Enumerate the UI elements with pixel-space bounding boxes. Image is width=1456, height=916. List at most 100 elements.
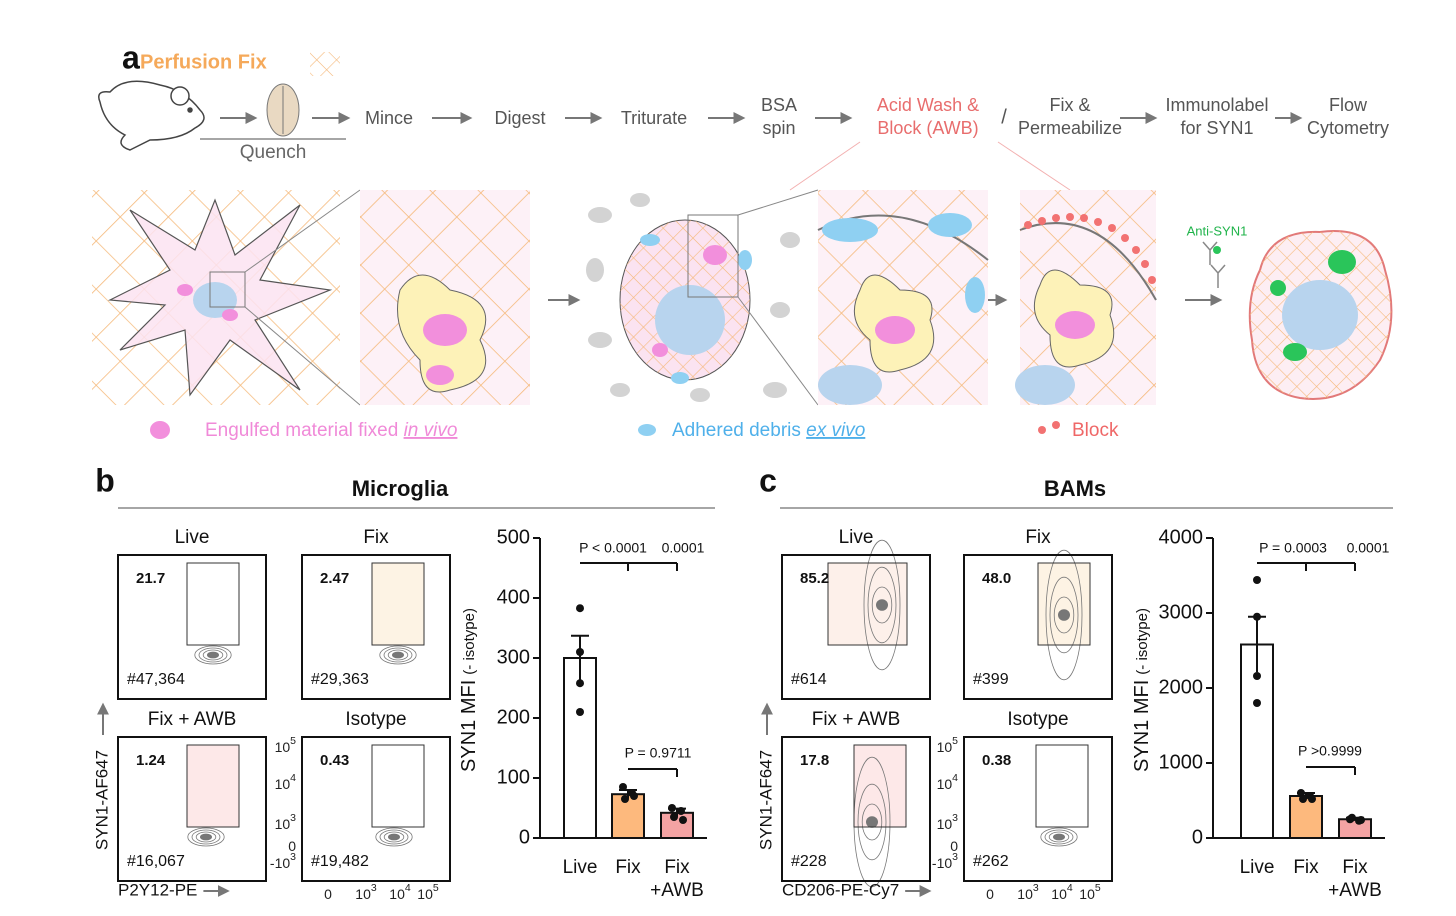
gate-percent: 0.38 [982,752,1011,769]
plot-title: Fix [363,527,389,548]
legend-swatch [1038,426,1046,434]
data-point [576,604,584,613]
legend-em: ex vivo [806,420,865,441]
tick-base: 10 [937,739,953,755]
ylabel-sub: (- isotype) [461,608,478,675]
plot-frame [301,554,451,700]
legend-swatch [150,421,170,439]
mouse [98,80,205,151]
tick-exp: 5 [290,735,296,747]
tick-base: -10 [270,855,290,871]
zoom-line [789,141,861,191]
legend-entry: Adhered debris ex vivo [672,420,865,441]
ylabel-main: SYN1 MFI [1131,680,1153,772]
membrane [1019,222,1157,301]
tick-base: 10 [1017,886,1033,902]
gate [853,744,907,828]
panel-title: Perfusion Fix [140,51,267,73]
gate-fill [372,563,424,645]
engulfed [426,365,454,385]
bar [1338,818,1372,839]
event-count: #262 [973,853,1009,870]
p-value: P = 0.9711 [625,745,692,761]
adhered [928,213,972,237]
plot-title: Isotype [1007,709,1068,730]
x-tick-label: Fix +AWB [1328,857,1382,901]
gate-percent: 1.24 [136,752,166,769]
step-label: Block (AWB) [877,118,978,138]
contour [857,783,887,861]
tick-base: 0 [288,838,296,854]
panel-title: BAMs [1044,476,1106,501]
text-line: Fix [664,857,690,878]
text-line: +AWB [1328,880,1382,901]
contour [202,649,224,661]
zoom-line [244,189,361,273]
contour [383,831,405,843]
gate-fill [854,745,906,827]
data-point [630,792,638,800]
legend-entry: Engulfed material fixed in vivo [205,420,457,441]
tick-exp: 3 [290,851,296,863]
y-axis-label: SYN1 MFI (- isotype) [1131,608,1153,772]
contour [866,816,879,828]
gate-fill [1036,745,1088,827]
contour [863,539,901,671]
syn1-signal [1270,280,1286,296]
bar [563,657,597,839]
step-label: Triturate [621,108,687,128]
y-tick-label: 2000 [1159,676,1204,698]
contour [391,651,404,659]
contour [195,831,217,843]
flow-y-tick: -103 [270,851,296,871]
flow-x-tick: 105 [1079,882,1101,902]
engulfed [652,343,668,357]
nucleus [655,285,725,355]
gate [1037,562,1091,646]
gate [371,562,425,646]
event-count: #614 [791,671,827,688]
gate-fill [828,563,907,645]
tick-exp: 3 [952,851,958,863]
legend-em: in vivo [404,420,458,441]
contour [199,833,212,841]
engulfed [1055,311,1095,339]
text-line: +AWB [650,880,704,901]
y-tick-label: 300 [497,646,530,668]
contour [194,645,232,665]
arrows [220,112,1303,306]
gate-percent: 21.7 [136,570,165,587]
plot-title: Fix [1025,527,1051,548]
engulfed [875,316,915,344]
tick-base: 10 [275,739,291,755]
gate [186,744,240,828]
zoom-line [737,296,819,406]
plot-frame [781,554,931,700]
zoom-line [737,189,819,216]
y-axis-label: SYN1 MFI (- isotype) [458,608,480,772]
data-point [670,813,678,821]
data-point [677,807,685,815]
nucleus [1015,365,1075,405]
bar [1289,795,1323,839]
tick-exp: 4 [952,772,958,784]
adhered [738,250,752,270]
flow-x-tick: 103 [1017,882,1039,902]
adhered [671,372,689,384]
data-point [576,679,584,688]
gate [186,562,240,646]
data-point [1348,813,1356,822]
legend-swatch [638,424,656,436]
plot-title: Isotype [345,709,406,730]
zoom-box [209,271,246,308]
y-tick-label: 100 [497,766,530,788]
data-point [1253,699,1261,707]
zoom-box [687,214,739,298]
flow-x-tick: 105 [417,882,439,902]
event-count: #29,363 [311,671,369,688]
contour [187,827,225,847]
tick-base: 10 [355,886,371,902]
fluor [1213,246,1221,254]
tick-base: 10 [937,816,953,832]
engulfed [222,309,238,321]
